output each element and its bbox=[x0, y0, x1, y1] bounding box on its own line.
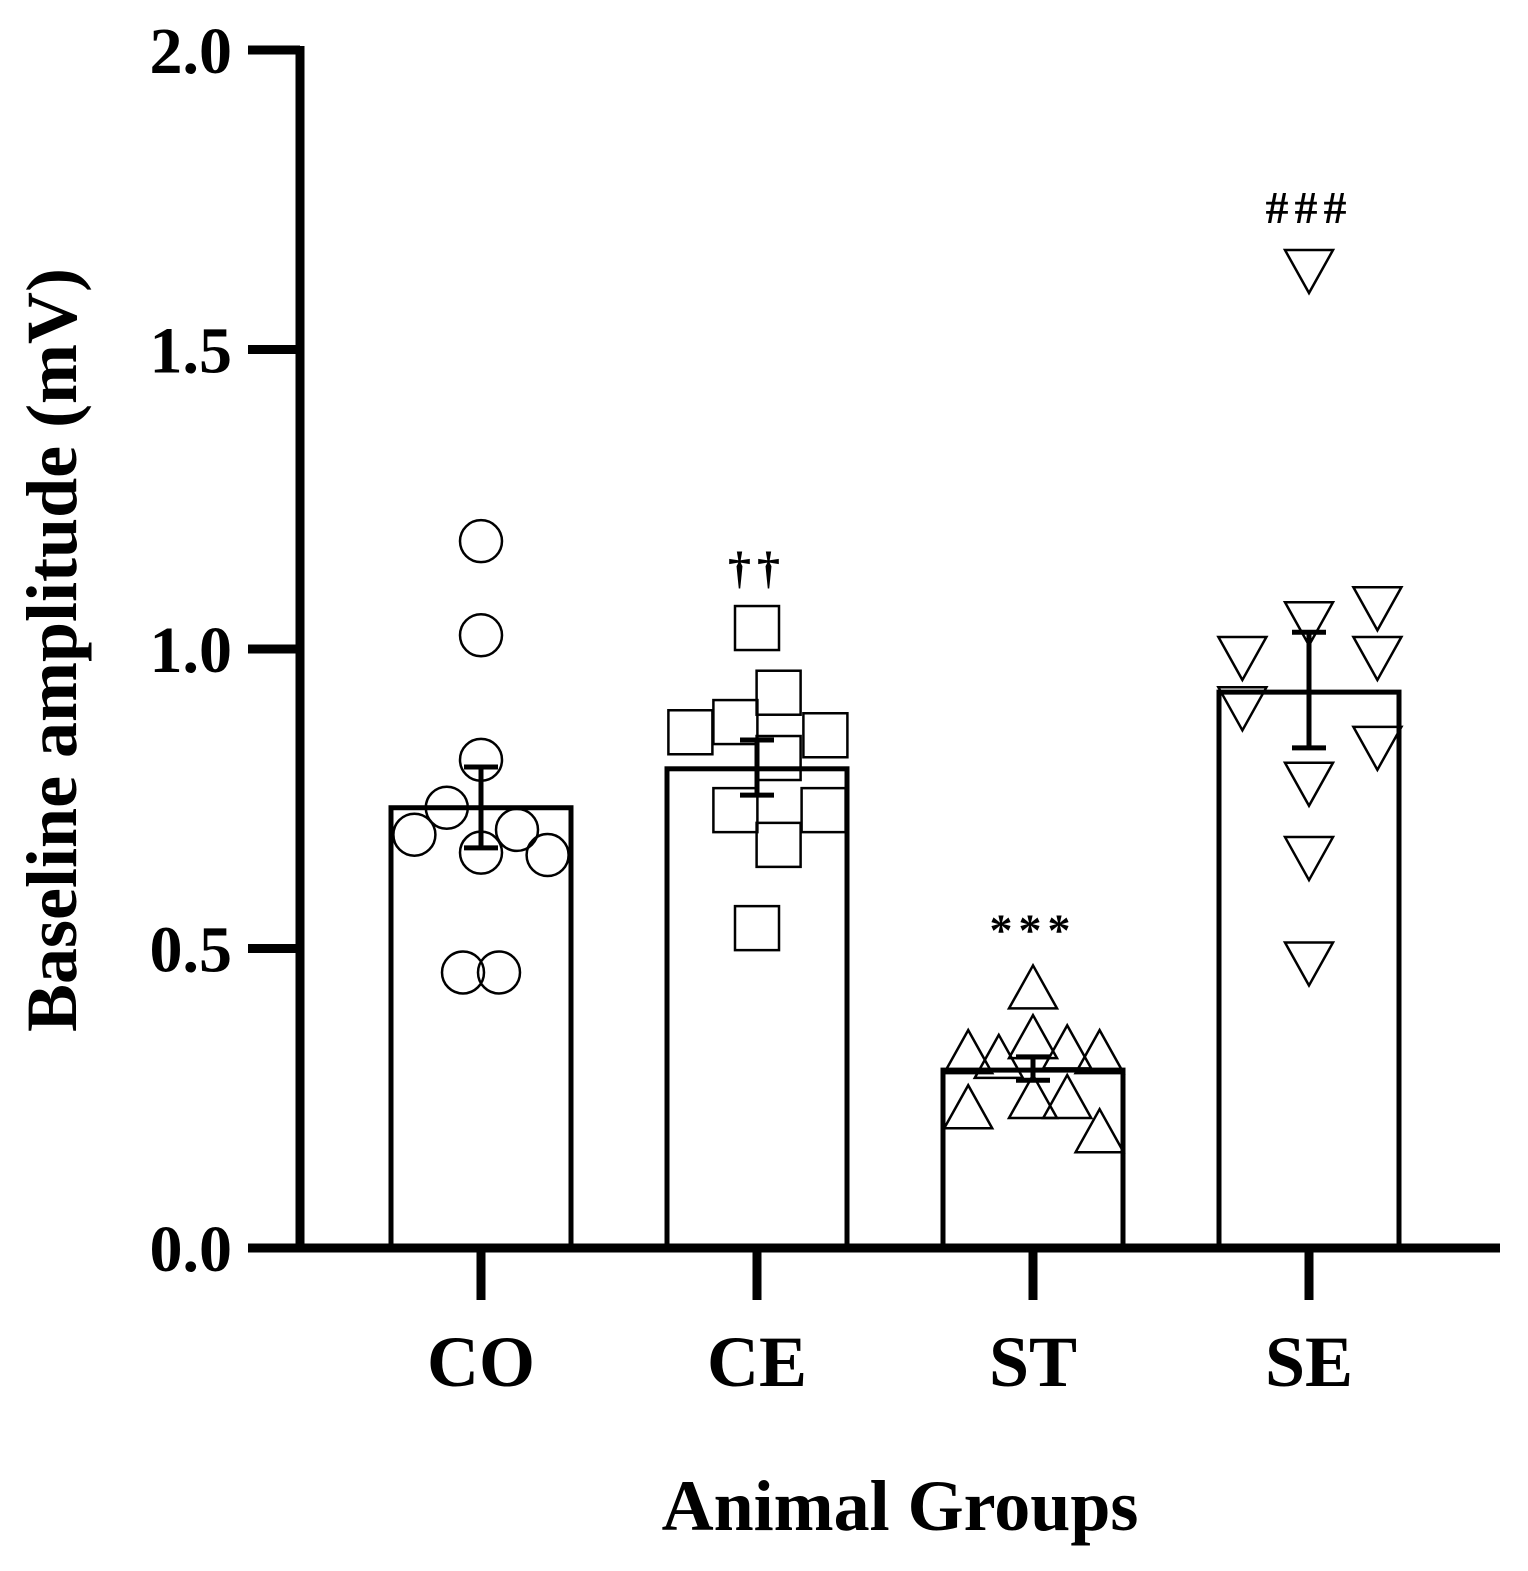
data-point-square bbox=[802, 712, 849, 759]
data-point-triangle-down bbox=[1351, 725, 1404, 773]
y-tick-label: 1.5 bbox=[150, 315, 233, 388]
data-point-circle bbox=[494, 807, 540, 853]
data-point-triangle-down bbox=[1282, 835, 1336, 883]
data-point-triangle-down bbox=[1282, 761, 1336, 809]
data-point-triangle-up bbox=[1073, 1027, 1126, 1075]
data-point-triangle-down bbox=[1216, 686, 1269, 733]
data-point-square bbox=[712, 786, 759, 834]
x-axis-title: Animal Groups bbox=[662, 1466, 1139, 1546]
significance-annotation: ### bbox=[1266, 182, 1353, 233]
data-point-triangle-up bbox=[1041, 1072, 1094, 1120]
y-axis-title: Baseline amplitude (mV) bbox=[12, 268, 92, 1032]
data-point-square bbox=[755, 734, 802, 782]
data-point-circle bbox=[458, 612, 504, 658]
data-point-triangle-down bbox=[1351, 635, 1404, 683]
data-point-triangle-down bbox=[1282, 600, 1336, 648]
y-tick-label: 0.0 bbox=[150, 1213, 233, 1286]
data-point-triangle-down bbox=[1216, 635, 1269, 683]
data-point-triangle-up bbox=[1073, 1106, 1126, 1154]
data-point-circle bbox=[392, 812, 437, 857]
x-tick-label-se: SE bbox=[1265, 1322, 1353, 1402]
data-point-circle bbox=[440, 950, 486, 995]
x-tick-label-ce: CE bbox=[707, 1322, 807, 1402]
significance-annotation: *** bbox=[990, 904, 1077, 955]
data-point-square bbox=[755, 669, 802, 716]
data-point-triangle-up bbox=[1006, 1072, 1060, 1120]
data-point-triangle-up bbox=[942, 1027, 995, 1075]
y-tick-label: 2.0 bbox=[150, 15, 233, 88]
data-point-triangle-up bbox=[1006, 1012, 1060, 1060]
data-point-triangle-down bbox=[1351, 586, 1404, 633]
data-point-circle bbox=[525, 832, 570, 878]
y-tick-label: 1.0 bbox=[150, 614, 233, 687]
data-point-triangle-up bbox=[1041, 1022, 1094, 1070]
data-point-triangle-down bbox=[1282, 941, 1336, 989]
data-point-triangle-up bbox=[942, 1082, 995, 1130]
data-point-square bbox=[755, 821, 802, 869]
data-point-square bbox=[712, 698, 759, 746]
data-point-triangle-up bbox=[1006, 962, 1060, 1010]
data-point-circle bbox=[476, 950, 522, 995]
significance-annotation: †† bbox=[728, 542, 786, 593]
data-point-circle bbox=[424, 785, 470, 830]
data-point-square bbox=[733, 604, 781, 652]
x-tick-label-st: ST bbox=[989, 1322, 1077, 1402]
data-point-square bbox=[733, 904, 781, 952]
data-point-circle bbox=[458, 518, 504, 564]
y-tick-label: 0.5 bbox=[150, 914, 233, 987]
bar-se bbox=[1216, 689, 1402, 1251]
x-tick-label-co: CO bbox=[427, 1322, 535, 1402]
data-point-square bbox=[667, 709, 714, 756]
data-point-square bbox=[800, 786, 847, 834]
data-point-triangle-down bbox=[1282, 248, 1336, 296]
bar-st bbox=[940, 1067, 1126, 1251]
